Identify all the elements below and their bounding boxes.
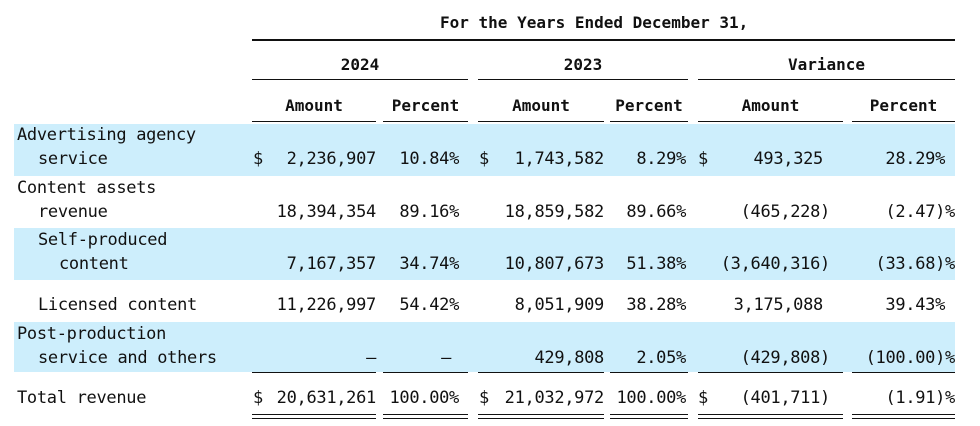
- amount-variance: 493,325: [753, 149, 823, 169]
- row-label-cont: revenue: [38, 202, 108, 222]
- percent-2024: 10.84%: [399, 149, 459, 169]
- currency-symbol: $: [253, 388, 263, 408]
- percent-2023: 8.29%: [636, 149, 686, 169]
- amount-2024: —: [366, 348, 376, 368]
- amount-2023: 1,743,582: [514, 149, 605, 169]
- header-rule: [252, 39, 955, 41]
- year-2023-header: 2023: [563, 55, 603, 74]
- total-double-rule: [852, 414, 955, 419]
- total-double-rule: [698, 414, 843, 419]
- amount-variance-rule: [698, 121, 843, 122]
- amount-2024-rule: [252, 121, 376, 122]
- amount-2023: 21,032,972: [504, 388, 605, 408]
- percent-2023: 38.28%: [626, 295, 686, 315]
- variance-header: Variance: [787, 55, 866, 74]
- amount-variance: (429,808): [740, 348, 831, 368]
- amount-2023-header: Amount: [512, 96, 570, 115]
- amount-variance: (3,640,316): [720, 254, 831, 274]
- amount-variance: (465,228): [740, 202, 831, 222]
- amount-2023: 18,859,582: [504, 202, 605, 222]
- percent-2023: 100.00%: [616, 388, 686, 408]
- year-2024-header: 2024: [340, 55, 380, 74]
- amount-2024: 7,167,357: [286, 254, 377, 274]
- currency-symbol: $: [253, 149, 263, 169]
- percent-variance-rule: [852, 121, 955, 122]
- amount-2024: 2,236,907: [286, 149, 377, 169]
- percent-2024-header: Percent: [391, 96, 460, 115]
- total-double-rule: [383, 414, 468, 419]
- amount-2023: 8,051,909: [514, 295, 605, 315]
- percent-2023: 89.66%: [626, 202, 686, 222]
- row-highlight-self-produced: [14, 228, 955, 280]
- percent-variance: (1.91)%: [885, 388, 955, 408]
- percent-2024: 100.00%: [389, 388, 459, 408]
- row-label: Post-production: [17, 324, 167, 344]
- row-highlight-advertising: [14, 124, 955, 176]
- amount-2023: 10,807,673: [504, 254, 605, 274]
- row-label-cont: service: [38, 149, 108, 169]
- percent-2024-rule: [383, 121, 468, 122]
- subtotal-rule: [252, 372, 376, 373]
- row-label: Advertising agency: [17, 125, 196, 145]
- percent-2024: 34.74%: [399, 254, 459, 274]
- percent-variance: (100.00)%: [865, 348, 956, 368]
- year-2024-rule: [252, 79, 468, 80]
- total-double-rule: [252, 414, 376, 419]
- currency-symbol: $: [479, 388, 489, 408]
- percent-variance: 39.43%: [885, 295, 945, 315]
- amount-2024: 20,631,261: [276, 388, 377, 408]
- amount-2024-header: Amount: [285, 96, 343, 115]
- percent-variance: 28.29%: [885, 149, 945, 169]
- percent-2023-header: Percent: [615, 96, 683, 115]
- row-label: Content assets: [17, 178, 157, 198]
- subtotal-rule: [610, 372, 688, 373]
- currency-symbol: $: [698, 149, 708, 169]
- percent-2024: 54.42%: [399, 295, 459, 315]
- percent-2023: 2.05%: [636, 348, 686, 368]
- variance-rule: [698, 79, 955, 80]
- total-double-rule: [478, 414, 604, 419]
- subtotal-rule: [478, 372, 604, 373]
- subtotal-rule: [852, 372, 955, 373]
- row-label-cont: content: [59, 254, 129, 274]
- subtotal-rule: [698, 372, 843, 373]
- percent-2024: —: [441, 348, 451, 368]
- percent-variance-header: Percent: [869, 96, 938, 115]
- percent-variance: (33.68)%: [875, 254, 956, 274]
- amount-2024: 18,394,354: [276, 202, 377, 222]
- amount-variance: 3,175,088: [733, 295, 824, 315]
- percent-2023-rule: [610, 121, 688, 122]
- total-double-rule: [610, 414, 688, 419]
- row-label-cont: service and others: [38, 348, 217, 368]
- row-label: Total revenue: [17, 388, 147, 408]
- row-label: Self-produced: [38, 230, 168, 250]
- percent-2023: 51.38%: [626, 254, 686, 274]
- row-highlight-post-production: [14, 322, 955, 372]
- amount-2023: 429,808: [534, 348, 604, 368]
- amount-variance: (401,711): [740, 388, 831, 408]
- percent-variance: (2.47)%: [885, 202, 955, 222]
- subtotal-rule: [383, 372, 468, 373]
- currency-symbol: $: [698, 388, 708, 408]
- amount-variance-header: Amount: [741, 96, 800, 115]
- percent-2024: 89.16%: [399, 202, 459, 222]
- currency-symbol: $: [479, 149, 489, 169]
- row-label: Licensed content: [38, 295, 197, 315]
- amount-2023-rule: [478, 121, 604, 122]
- amount-2024: 11,226,997: [276, 295, 377, 315]
- year-2023-rule: [478, 79, 688, 80]
- period-header: For the Years Ended December 31,: [440, 13, 749, 32]
